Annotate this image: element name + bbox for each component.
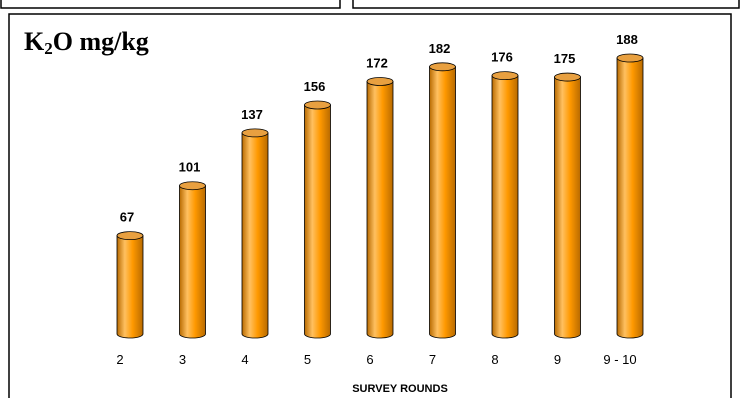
x-tick-label-2: 3 xyxy=(179,352,186,367)
x-tick-label-1: 2 xyxy=(116,352,123,367)
chart-title: K2O mg/kg xyxy=(24,27,149,58)
title-part-k: K xyxy=(24,27,45,56)
bar-2 xyxy=(179,181,206,339)
bar-7 xyxy=(491,71,519,339)
x-tick-label-7: 8 xyxy=(491,352,498,367)
data-label-4: 156 xyxy=(304,79,326,94)
bar-top-9 xyxy=(616,53,644,63)
x-tick-label-3: 4 xyxy=(241,352,248,367)
bar-top-3 xyxy=(241,128,269,138)
bar-top-2 xyxy=(179,181,206,191)
data-label-2: 101 xyxy=(179,160,201,175)
top-right-panel-edge xyxy=(352,0,740,9)
x-tick-label-6: 7 xyxy=(429,352,436,367)
x-tick-label-4: 5 xyxy=(304,352,311,367)
data-label-1: 67 xyxy=(120,210,134,225)
bar-top-8 xyxy=(554,72,581,82)
bar-top-5 xyxy=(366,77,394,86)
x-tick-label-8: 9 xyxy=(554,352,561,367)
bar-8 xyxy=(554,72,581,339)
title-part-subscript: 2 xyxy=(44,39,53,58)
title-part-unit: O mg/kg xyxy=(53,27,149,56)
main-plot-border xyxy=(8,13,732,398)
data-label-8: 175 xyxy=(554,51,576,66)
bar-6 xyxy=(429,62,456,339)
bar-body-2 xyxy=(179,185,206,339)
data-label-5: 172 xyxy=(366,55,388,70)
bar-top-7 xyxy=(491,71,519,81)
bar-9 xyxy=(616,53,644,339)
bar-series: 67 101 137 156 172 182 176 175 188 xyxy=(116,32,644,339)
data-label-9: 188 xyxy=(616,32,638,47)
bar-body-9 xyxy=(616,57,644,339)
data-label-6: 182 xyxy=(429,41,451,56)
x-tick-label-5: 6 xyxy=(366,352,373,367)
bar-top-4 xyxy=(304,100,331,110)
bar-4 xyxy=(304,100,331,339)
bar-body-3 xyxy=(241,132,269,339)
bar-body-4 xyxy=(304,104,331,339)
bar-body-5 xyxy=(366,81,394,339)
bar-1 xyxy=(116,231,144,339)
bar-body-6 xyxy=(429,66,456,339)
bar-body-7 xyxy=(491,75,519,339)
x-tick-labels: 2 3 4 5 6 7 8 9 9 - 10 xyxy=(116,352,636,367)
top-left-panel-edge xyxy=(0,0,341,9)
bar-3 xyxy=(241,128,269,339)
bar-body-8 xyxy=(554,76,581,339)
bar-top-1 xyxy=(116,231,144,241)
bar-5 xyxy=(366,77,394,339)
bar-body-1 xyxy=(116,235,144,339)
x-tick-label-9: 9 - 10 xyxy=(603,352,636,367)
data-label-7: 176 xyxy=(491,50,513,65)
x-axis-title: SURVEY ROUNDS xyxy=(352,383,448,395)
bar-top-6 xyxy=(429,62,456,72)
data-label-3: 137 xyxy=(241,107,263,122)
